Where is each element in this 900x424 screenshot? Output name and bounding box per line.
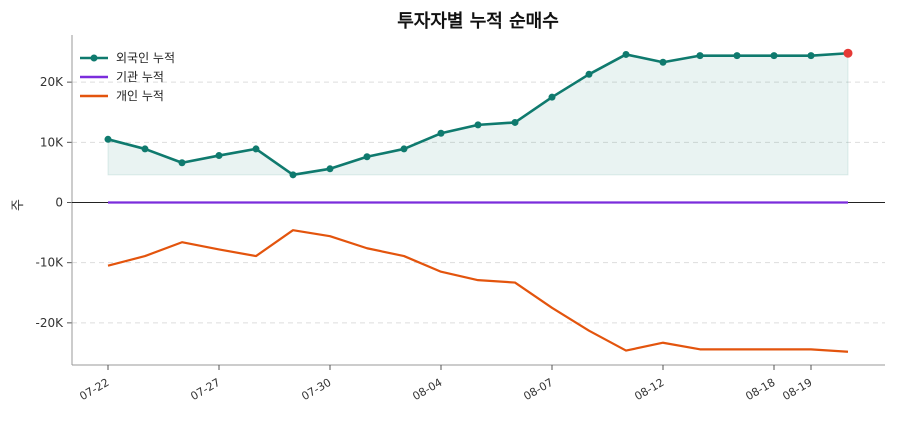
x-tick-label: 07-30 <box>299 376 333 403</box>
y-tick-label: 0 <box>55 196 63 210</box>
y-tick-label: -20K <box>36 316 65 330</box>
data-point <box>289 171 297 179</box>
data-point <box>363 153 371 161</box>
legend-label: 외국인 누적 <box>116 51 175 65</box>
chart-title: 투자자별 누적 순매수 <box>397 11 559 32</box>
y-tick-label: 10K <box>40 135 64 149</box>
y-tick-label: -10K <box>36 256 65 270</box>
data-point <box>141 145 149 153</box>
x-tick-label: 07-22 <box>77 376 111 403</box>
last-data-point <box>843 48 853 58</box>
series-layer <box>72 48 885 353</box>
x-tick-label: 08-12 <box>632 376 666 403</box>
data-point <box>696 52 704 60</box>
legend-marker <box>90 54 98 62</box>
data-point <box>659 58 667 66</box>
y-axis-label: 주 <box>11 199 26 211</box>
data-point <box>326 165 334 173</box>
data-point <box>585 70 593 78</box>
grid-layer <box>72 81 885 324</box>
x-tick-label: 08-19 <box>780 376 814 403</box>
data-point <box>178 159 186 167</box>
x-tick-label: 07-27 <box>188 376 222 403</box>
data-point <box>437 129 445 137</box>
data-point <box>474 121 482 129</box>
data-point <box>104 135 112 143</box>
x-tick-label: 08-07 <box>521 376 555 403</box>
y-tick-label: 20K <box>40 75 64 89</box>
data-point <box>548 93 556 101</box>
data-point <box>807 52 815 60</box>
data-point <box>770 52 778 60</box>
data-point <box>622 50 630 58</box>
data-point <box>511 118 519 126</box>
data-point <box>733 52 741 60</box>
legend-label: 개인 누적 <box>116 89 164 103</box>
data-point <box>215 152 223 160</box>
series-line <box>107 229 849 353</box>
x-tick-label: 08-18 <box>743 376 777 403</box>
data-point <box>400 145 408 153</box>
x-tick-label: 08-04 <box>410 376 444 403</box>
legend-label: 기관 누적 <box>116 70 164 84</box>
data-point <box>252 145 260 153</box>
